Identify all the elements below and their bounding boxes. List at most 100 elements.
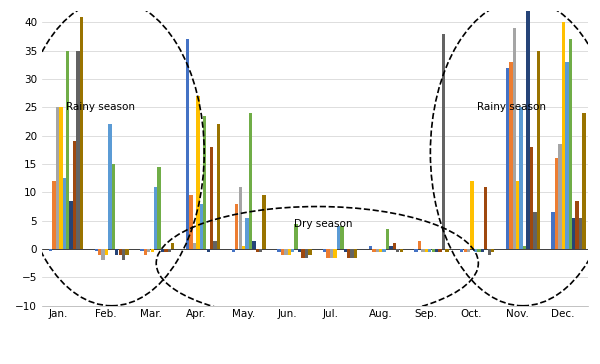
Bar: [281, 249, 284, 255]
Bar: [481, 249, 484, 252]
Bar: [562, 22, 565, 249]
Bar: [396, 249, 400, 252]
Bar: [76, 51, 80, 249]
Bar: [323, 249, 326, 252]
Bar: [382, 249, 386, 252]
Bar: [232, 249, 235, 252]
Bar: [474, 249, 477, 252]
Bar: [95, 249, 98, 251]
Bar: [108, 124, 112, 249]
Bar: [526, 11, 530, 249]
Bar: [572, 218, 575, 249]
Bar: [415, 249, 418, 252]
Bar: [488, 249, 491, 255]
Bar: [193, 244, 196, 249]
Bar: [530, 147, 533, 249]
Bar: [259, 249, 262, 252]
Bar: [431, 249, 435, 252]
Bar: [277, 249, 281, 252]
Bar: [565, 62, 569, 249]
Bar: [400, 249, 403, 252]
Bar: [425, 249, 428, 252]
Bar: [418, 241, 421, 249]
Bar: [512, 28, 516, 249]
Text: Rainy season: Rainy season: [66, 102, 135, 112]
Bar: [291, 249, 295, 252]
Bar: [347, 249, 350, 258]
Bar: [167, 249, 171, 252]
Bar: [122, 249, 125, 260]
Bar: [340, 226, 344, 249]
Bar: [249, 113, 252, 249]
Bar: [583, 113, 586, 249]
Bar: [520, 107, 523, 249]
Bar: [337, 226, 340, 249]
Bar: [252, 241, 256, 249]
Bar: [190, 195, 193, 249]
Bar: [334, 249, 337, 258]
Bar: [115, 249, 118, 255]
Bar: [428, 249, 431, 252]
Bar: [305, 249, 308, 258]
Bar: [569, 39, 572, 249]
Bar: [80, 17, 83, 249]
Bar: [52, 181, 56, 249]
Bar: [344, 249, 347, 252]
Bar: [389, 246, 392, 249]
Bar: [295, 223, 298, 249]
Bar: [245, 218, 249, 249]
Bar: [66, 51, 70, 249]
Bar: [386, 229, 389, 249]
Bar: [376, 249, 379, 252]
Bar: [164, 249, 167, 252]
Bar: [200, 204, 203, 249]
Bar: [59, 107, 62, 249]
Bar: [119, 249, 122, 255]
Bar: [369, 246, 372, 249]
Bar: [464, 249, 467, 252]
Bar: [98, 249, 101, 255]
Bar: [330, 249, 333, 258]
Bar: [559, 144, 562, 249]
Bar: [73, 141, 76, 249]
Bar: [284, 249, 287, 255]
Bar: [551, 212, 555, 249]
Bar: [287, 249, 291, 255]
Bar: [575, 201, 579, 249]
Bar: [442, 33, 445, 249]
Bar: [235, 204, 238, 249]
Bar: [491, 249, 494, 252]
Bar: [393, 244, 396, 249]
Bar: [523, 246, 526, 249]
Bar: [460, 249, 463, 252]
Bar: [56, 107, 59, 249]
Bar: [506, 68, 509, 249]
Bar: [439, 249, 442, 252]
Bar: [516, 181, 520, 249]
Text: Dry season: Dry season: [295, 218, 353, 229]
Bar: [533, 212, 536, 249]
Bar: [239, 187, 242, 249]
Bar: [147, 249, 151, 252]
Bar: [477, 249, 481, 252]
Bar: [206, 249, 210, 252]
Bar: [151, 249, 154, 252]
Bar: [196, 96, 200, 249]
Bar: [308, 249, 311, 255]
Bar: [467, 249, 470, 252]
Bar: [256, 249, 259, 252]
Bar: [350, 249, 354, 258]
Bar: [555, 158, 558, 249]
Bar: [301, 249, 305, 258]
Bar: [354, 249, 357, 258]
Bar: [445, 249, 449, 252]
Bar: [140, 249, 143, 251]
Bar: [157, 167, 161, 249]
Bar: [379, 249, 382, 252]
Bar: [435, 249, 439, 252]
Bar: [62, 178, 66, 249]
Bar: [298, 249, 301, 252]
Bar: [262, 195, 266, 249]
Bar: [536, 51, 540, 249]
Bar: [49, 249, 52, 251]
